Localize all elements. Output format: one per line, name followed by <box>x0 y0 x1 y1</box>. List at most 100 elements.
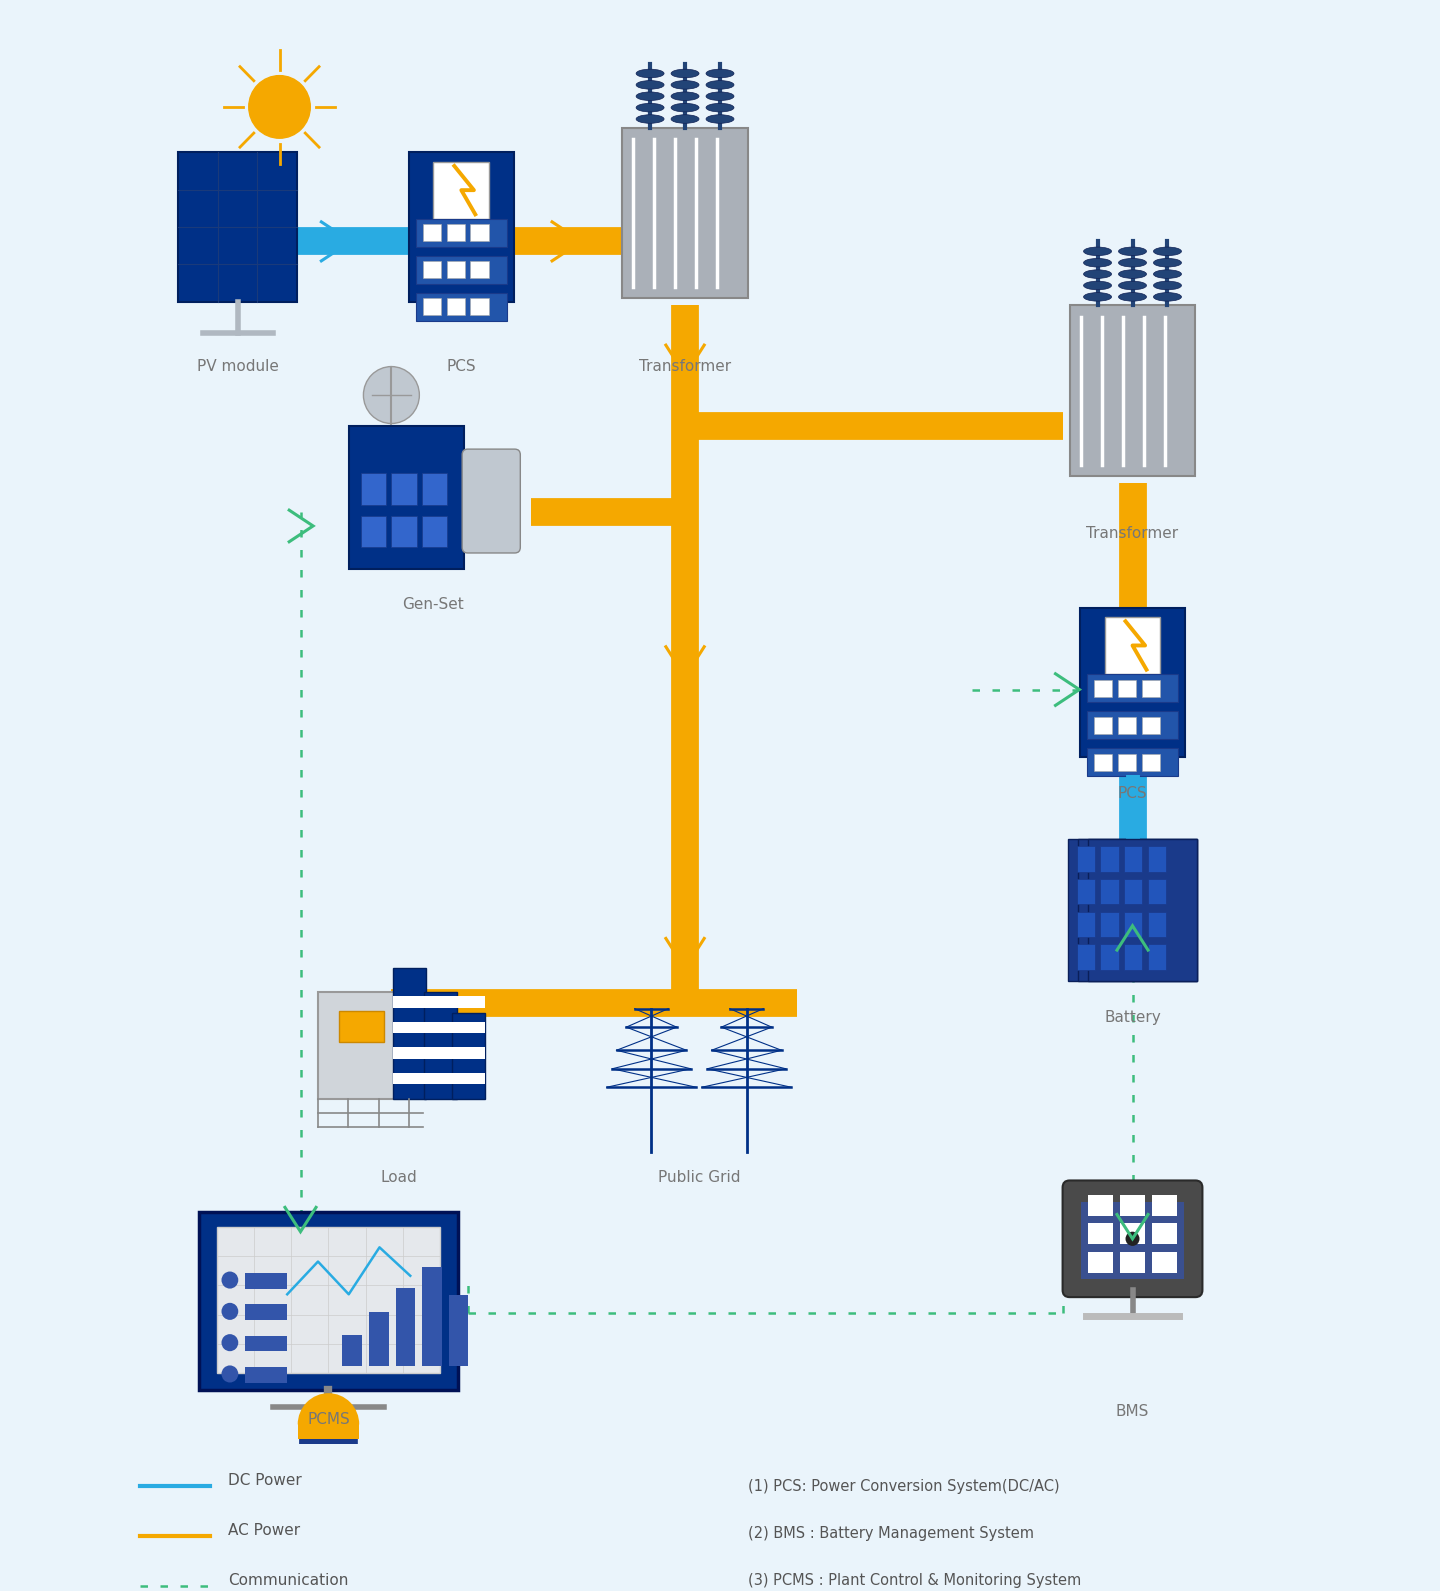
Circle shape <box>249 76 310 138</box>
Text: Battery: Battery <box>1104 1010 1161 1025</box>
Text: BMS: BMS <box>1116 1403 1149 1419</box>
Text: (1) PCS: Power Conversion System(DC/AC): (1) PCS: Power Conversion System(DC/AC) <box>747 1480 1060 1494</box>
FancyBboxPatch shape <box>471 224 488 242</box>
FancyBboxPatch shape <box>446 224 465 242</box>
FancyBboxPatch shape <box>1077 878 1094 904</box>
FancyBboxPatch shape <box>452 1021 485 1033</box>
FancyBboxPatch shape <box>423 1021 456 1033</box>
Ellipse shape <box>1083 293 1112 301</box>
FancyBboxPatch shape <box>1070 305 1195 476</box>
FancyBboxPatch shape <box>423 224 441 242</box>
Ellipse shape <box>1119 247 1146 256</box>
Text: Public Grid: Public Grid <box>658 1171 740 1185</box>
FancyBboxPatch shape <box>446 298 465 315</box>
FancyBboxPatch shape <box>1142 754 1159 770</box>
Text: Transformer: Transformer <box>1086 527 1178 541</box>
FancyBboxPatch shape <box>245 1305 287 1321</box>
Ellipse shape <box>636 70 664 78</box>
FancyBboxPatch shape <box>199 1212 458 1391</box>
FancyBboxPatch shape <box>1087 748 1178 776</box>
FancyBboxPatch shape <box>622 127 747 298</box>
FancyBboxPatch shape <box>422 515 448 547</box>
Text: Load: Load <box>380 1171 416 1185</box>
FancyBboxPatch shape <box>1148 878 1166 904</box>
Text: DC Power: DC Power <box>228 1473 301 1488</box>
Ellipse shape <box>636 115 664 123</box>
FancyBboxPatch shape <box>1152 1195 1178 1216</box>
Ellipse shape <box>1083 247 1112 256</box>
FancyBboxPatch shape <box>1125 945 1142 971</box>
FancyBboxPatch shape <box>449 1295 468 1367</box>
FancyBboxPatch shape <box>409 153 514 302</box>
FancyBboxPatch shape <box>1068 838 1197 982</box>
FancyBboxPatch shape <box>452 996 485 1007</box>
FancyBboxPatch shape <box>423 996 456 1007</box>
FancyBboxPatch shape <box>1087 838 1197 982</box>
Circle shape <box>222 1271 238 1289</box>
FancyBboxPatch shape <box>1077 846 1094 872</box>
Ellipse shape <box>1153 293 1181 301</box>
Text: Transformer: Transformer <box>639 360 732 374</box>
FancyBboxPatch shape <box>1152 1252 1178 1273</box>
FancyBboxPatch shape <box>423 991 456 1099</box>
Circle shape <box>222 1365 238 1383</box>
FancyBboxPatch shape <box>179 153 297 302</box>
FancyBboxPatch shape <box>1148 846 1166 872</box>
FancyBboxPatch shape <box>343 1335 361 1367</box>
FancyBboxPatch shape <box>1148 945 1166 971</box>
FancyBboxPatch shape <box>369 1313 389 1367</box>
FancyBboxPatch shape <box>393 1072 426 1085</box>
FancyBboxPatch shape <box>1148 912 1166 937</box>
FancyBboxPatch shape <box>423 1047 456 1058</box>
FancyBboxPatch shape <box>245 1273 287 1289</box>
FancyBboxPatch shape <box>1087 711 1178 740</box>
Ellipse shape <box>1153 270 1181 278</box>
Circle shape <box>363 366 419 423</box>
FancyBboxPatch shape <box>360 515 386 547</box>
FancyBboxPatch shape <box>1100 945 1119 971</box>
Ellipse shape <box>1119 282 1146 290</box>
FancyBboxPatch shape <box>300 1419 357 1473</box>
FancyBboxPatch shape <box>446 261 465 278</box>
Ellipse shape <box>671 92 698 100</box>
FancyBboxPatch shape <box>422 1266 442 1367</box>
Ellipse shape <box>706 103 734 111</box>
Circle shape <box>1126 1231 1139 1246</box>
FancyBboxPatch shape <box>1100 912 1119 937</box>
FancyBboxPatch shape <box>471 298 488 315</box>
FancyBboxPatch shape <box>423 298 441 315</box>
FancyBboxPatch shape <box>360 473 386 504</box>
Ellipse shape <box>1153 282 1181 290</box>
Text: PCS: PCS <box>1117 786 1148 802</box>
FancyBboxPatch shape <box>1077 912 1094 937</box>
FancyBboxPatch shape <box>392 515 416 547</box>
FancyBboxPatch shape <box>1152 1223 1178 1244</box>
FancyBboxPatch shape <box>423 261 441 278</box>
Ellipse shape <box>1083 270 1112 278</box>
Ellipse shape <box>671 81 698 89</box>
FancyBboxPatch shape <box>245 1335 287 1351</box>
Ellipse shape <box>706 70 734 78</box>
Ellipse shape <box>671 70 698 78</box>
Ellipse shape <box>671 115 698 123</box>
FancyBboxPatch shape <box>1117 716 1136 733</box>
FancyBboxPatch shape <box>318 991 423 1099</box>
FancyBboxPatch shape <box>1120 1223 1145 1244</box>
FancyBboxPatch shape <box>393 1047 426 1058</box>
FancyBboxPatch shape <box>1125 878 1142 904</box>
Ellipse shape <box>671 103 698 111</box>
FancyBboxPatch shape <box>1087 675 1178 702</box>
FancyBboxPatch shape <box>1120 1252 1145 1273</box>
FancyBboxPatch shape <box>1117 754 1136 770</box>
FancyBboxPatch shape <box>350 426 464 568</box>
FancyBboxPatch shape <box>1125 846 1142 872</box>
FancyBboxPatch shape <box>1120 1195 1145 1216</box>
FancyBboxPatch shape <box>1079 838 1197 982</box>
FancyBboxPatch shape <box>452 1047 485 1058</box>
Text: AC Power: AC Power <box>228 1523 300 1538</box>
Ellipse shape <box>1119 258 1146 267</box>
FancyBboxPatch shape <box>393 996 426 1007</box>
Ellipse shape <box>706 81 734 89</box>
FancyBboxPatch shape <box>452 1072 485 1085</box>
Ellipse shape <box>1119 270 1146 278</box>
